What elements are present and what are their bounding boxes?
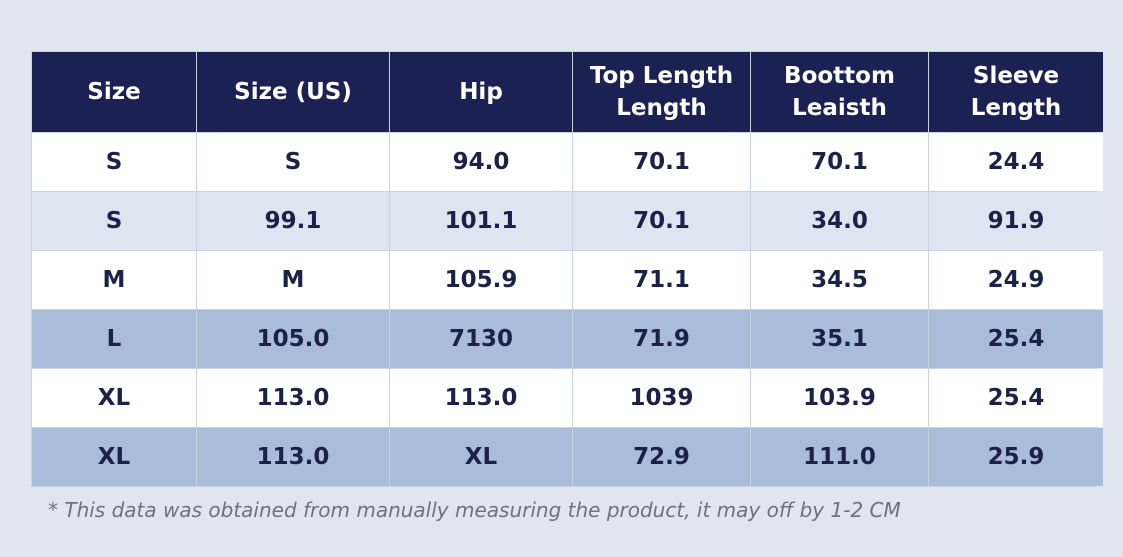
header-text: Length (970, 95, 1062, 121)
header-text: Length (616, 95, 707, 121)
table-cell: L (32, 310, 196, 368)
header-text: Leaisth (792, 95, 887, 121)
table-cell: 72.9 (573, 428, 750, 486)
table-cell: 101.1 (390, 192, 572, 250)
size-table: Size Size (US) Hip Top Length Length Boottom L… (31, 51, 1103, 487)
table-cell: 1039 (573, 369, 750, 427)
table-cell: 103.9 (751, 369, 928, 427)
table-cell: S (32, 192, 196, 250)
table-cell: XL (390, 428, 572, 486)
header-text: Top Length (589, 63, 734, 89)
table-cell: 91.9 (929, 192, 1103, 250)
table-cell: 70.1 (573, 192, 750, 250)
header-text: Size (87, 79, 141, 105)
table-cell: 113.0 (197, 428, 389, 486)
header-cell: Boottom Leaisth (751, 52, 928, 132)
table-cell: M (32, 251, 196, 309)
table-cell: 105.0 (197, 310, 389, 368)
table-cell: 25.4 (929, 310, 1103, 368)
header-cell: Size (US) (197, 52, 389, 132)
table-cell: XL (32, 369, 196, 427)
header-cell: Sleeve Length (929, 52, 1103, 132)
table-cell: 105.9 (390, 251, 572, 309)
header-cell: Top Length Length (573, 52, 750, 132)
table-cell: 70.1 (573, 133, 750, 191)
table-cell: S (32, 133, 196, 191)
table-cell: 25.4 (929, 369, 1103, 427)
footnote: * This data was obtained from manually m… (48, 498, 901, 522)
table-cell: 111.0 (751, 428, 928, 486)
table-cell: 7130 (390, 310, 572, 368)
table-cell: 113.0 (390, 369, 572, 427)
table-cell: 24.4 (929, 133, 1103, 191)
table-cell: 71.1 (573, 251, 750, 309)
table-cell: 34.0 (751, 192, 928, 250)
table-cell: S (197, 133, 389, 191)
table-cell: 113.0 (197, 369, 389, 427)
table-cell: M (197, 251, 389, 309)
table-cell: 24.9 (929, 251, 1103, 309)
header-text: Sleeve (972, 63, 1060, 89)
header-text: Hip (459, 79, 503, 105)
table-cell: 34.5 (751, 251, 928, 309)
table-cell: 25.9 (929, 428, 1103, 486)
table-cell: 71.9 (573, 310, 750, 368)
header-cell: Hip (390, 52, 572, 132)
table-cell: XL (32, 428, 196, 486)
header-text: Boottom (784, 63, 895, 89)
table-cell: 99.1 (197, 192, 389, 250)
header-text: Size (US) (234, 79, 352, 105)
header-cell: Size (32, 52, 196, 132)
table-cell: 70.1 (751, 133, 928, 191)
table-cell: 94.0 (390, 133, 572, 191)
table-cell: 35.1 (751, 310, 928, 368)
